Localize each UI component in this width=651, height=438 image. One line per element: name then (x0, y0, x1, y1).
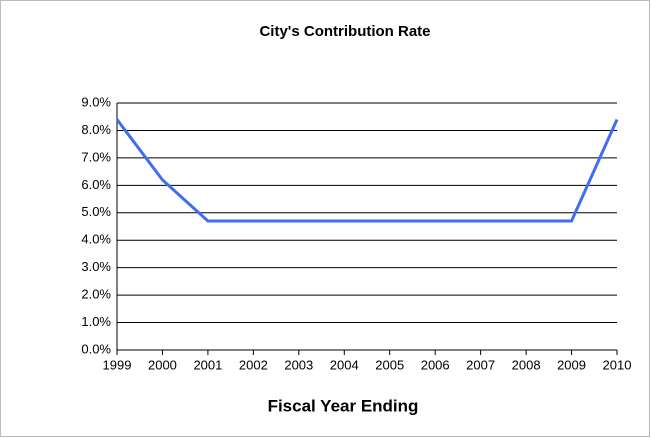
x-tick-label: 2001 (193, 357, 222, 372)
y-tick-label: 5.0% (81, 204, 111, 219)
line-series (115, 118, 619, 223)
x-tick-label: 2000 (148, 357, 177, 372)
y-tick-label: 4.0% (81, 232, 111, 247)
y-tick-label: 6.0% (81, 177, 111, 192)
x-tick-label: 2010 (603, 357, 632, 372)
chart-title: City's Contribution Rate (259, 23, 430, 40)
y-tick-label: 8.0% (81, 122, 111, 137)
x-tick-label: 2004 (330, 357, 359, 372)
x-tick-label: 2005 (375, 357, 404, 372)
y-tick-label: 3.0% (81, 259, 111, 274)
y-tick-label: 1.0% (81, 314, 111, 329)
x-tick-label: 2008 (512, 357, 541, 372)
y-tick-label: 2.0% (81, 287, 111, 302)
x-tick-label: 2003 (284, 357, 313, 372)
x-tick-label: 1999 (103, 357, 132, 372)
y-tick-label: 7.0% (81, 149, 111, 164)
x-tick-label: 2009 (557, 357, 586, 372)
y-tick-label: 0.0% (81, 341, 111, 356)
x-tick-label: 2006 (421, 357, 450, 372)
x-tick-label: 2007 (466, 357, 495, 372)
x-axis-label: Fiscal Year Ending (268, 396, 419, 415)
x-tick-label: 2002 (239, 357, 268, 372)
y-tick-label: 9.0% (81, 94, 111, 109)
